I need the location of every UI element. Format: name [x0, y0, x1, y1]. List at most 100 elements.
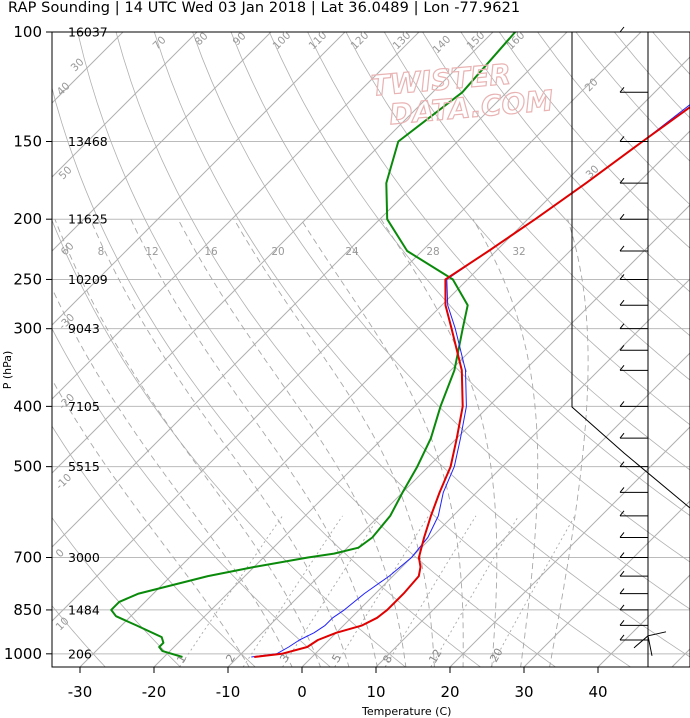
moist-adiabat [472, 218, 539, 667]
wind-barb-flag [619, 604, 625, 611]
isotherm-label: 100 [271, 29, 294, 52]
isotherm-label: 50 [57, 164, 75, 182]
height-label: 10209 [68, 272, 108, 287]
moist-adiabat [233, 218, 435, 667]
dewpoint-line [110, 32, 516, 658]
isotherm-label: 10 [54, 615, 72, 633]
mixing-ratio-label: 20 [487, 646, 505, 665]
dry-adiabat [52, 219, 406, 667]
moist-adiabat [177, 218, 407, 667]
chart-title: RAP Sounding | 14 UTC Wed 03 Jan 2018 | … [8, 0, 521, 16]
moist-adiabat [380, 218, 498, 667]
isotherm-line [52, 32, 272, 252]
height-label: 11625 [68, 212, 108, 227]
y-tick-label: 300 [13, 320, 42, 338]
wind-barb-flag [619, 588, 625, 594]
isotherm-line [671, 648, 690, 667]
wind-barb [633, 634, 653, 656]
moist-adiabat [549, 219, 589, 667]
dry-adiabat [537, 32, 690, 206]
isotherm-line [523, 500, 690, 667]
profile-lines [110, 32, 690, 658]
dry-adiabat [77, 32, 556, 667]
dry-adiabat [230, 32, 690, 563]
wind-barb-flag [619, 432, 625, 439]
moist-adiabat [52, 378, 250, 667]
y-tick-label: 100 [13, 23, 42, 41]
isotherm-line [52, 32, 198, 178]
wind-barb-flag [619, 365, 625, 371]
isotherm-line [52, 32, 568, 548]
dry-adiabat [345, 32, 690, 426]
y-tick-label: 500 [13, 458, 42, 476]
y-tick-label: 200 [13, 210, 42, 228]
isotherm-label: 120 [349, 29, 372, 52]
isotherm-label: 0 [54, 547, 67, 560]
mixing-ratio-label: 12 [426, 647, 444, 666]
wind-barb-flag [619, 461, 625, 467]
dry-adiabat [153, 32, 690, 658]
mixing-ratio-line [490, 515, 576, 667]
wind-barb-flag [619, 634, 625, 641]
y-tick-label: 700 [13, 549, 42, 567]
isotherm-line [79, 56, 690, 667]
isotherm-line [52, 32, 124, 104]
wind-barb-flag [619, 570, 625, 577]
dry-adiabat [575, 32, 690, 162]
wind-barb-flag [619, 86, 625, 93]
wind-barb-flag [619, 510, 625, 517]
wind-barb-flag [619, 213, 625, 220]
moist-adiabat [130, 219, 378, 667]
dry-adiabat [422, 32, 690, 337]
plot-frame [51, 31, 690, 668]
x-tick-label: -20 [142, 683, 167, 701]
y-tick-label: 1000 [4, 645, 42, 663]
height-label: 9043 [68, 321, 100, 336]
isotherm-label: 110 [307, 29, 330, 52]
moist-adiabat-label: 24 [345, 246, 359, 258]
wind-panel-boundary [571, 32, 690, 509]
y-tick-label: 400 [13, 397, 42, 415]
wind-barb-flag [619, 245, 625, 252]
isotherm-label: 80 [193, 30, 211, 48]
isotherm-label: 150 [465, 29, 488, 52]
wind-barb-flag [619, 274, 625, 280]
x-axis-label: Temperature (C) [361, 705, 451, 718]
mixing-ratio-line [430, 515, 519, 667]
dry-adiabat [52, 605, 106, 667]
isotherm-label: 40 [55, 80, 73, 98]
wind-barb [647, 631, 667, 637]
moist-adiabat [89, 219, 350, 667]
wind-barb-flag [619, 532, 625, 538]
background-lines [52, 32, 690, 667]
dry-adiabat [613, 32, 690, 119]
x-tick-label: 40 [588, 683, 607, 701]
height-label: 3000 [68, 550, 100, 565]
dry-adiabat [268, 32, 690, 517]
wind-barb-flag [619, 401, 625, 407]
height-label: 16037 [68, 25, 108, 40]
dry-adiabat [460, 32, 690, 293]
isotherm-label: 30 [584, 163, 602, 181]
height-label: 5515 [68, 459, 100, 474]
x-tick-label: 0 [297, 683, 307, 701]
moist-adiabat-label: 32 [512, 246, 525, 258]
wind-barb-flag [619, 620, 625, 626]
wind-barb-flag [619, 323, 625, 329]
dry-adiabat [652, 32, 690, 75]
height-label: 206 [68, 646, 92, 661]
height-label: 13468 [68, 134, 108, 149]
moist-adiabat [54, 219, 321, 667]
temperature-line [254, 105, 690, 658]
wind-barb-flag [619, 552, 625, 558]
isotherm-line [153, 130, 690, 667]
moist-adiabat-label: 16 [204, 246, 218, 258]
mixing-ratio-line [384, 515, 477, 667]
axis-labels: 1001502002503004005007008501000160371346… [4, 23, 608, 701]
moist-adiabat [300, 218, 464, 667]
dry-adiabat [52, 327, 331, 667]
x-tick-label: 10 [366, 683, 385, 701]
wind-barb-flag [619, 26, 625, 33]
isotherm-label: -10 [54, 472, 75, 493]
isotherm-line [52, 32, 346, 326]
